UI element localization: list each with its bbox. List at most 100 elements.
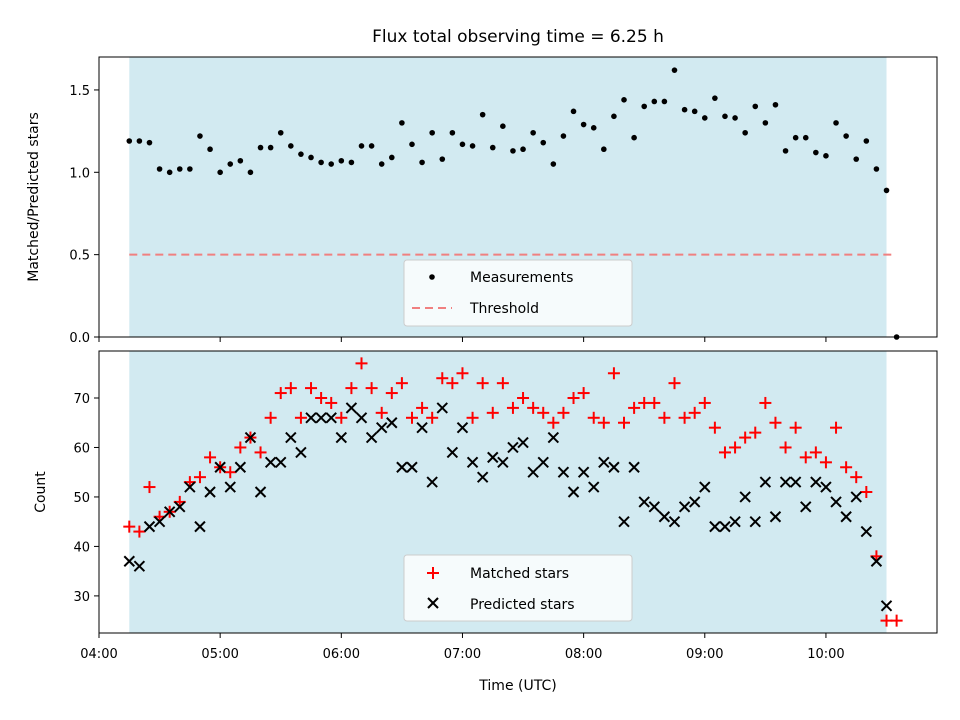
predicted-star-point	[315, 412, 327, 424]
measurement-point	[833, 120, 839, 126]
matched-star-point	[809, 446, 822, 459]
matched-star-point	[204, 451, 217, 464]
measurement-point	[621, 97, 627, 103]
bottom-y-axis-label: Count	[33, 471, 49, 513]
measurement-point	[247, 169, 254, 176]
measurement-point	[146, 139, 153, 146]
measurement-point	[792, 134, 799, 141]
predicted-star-point	[638, 496, 650, 508]
predicted-star-point	[335, 431, 348, 444]
predicted-star-point	[406, 461, 418, 473]
matched-star-point	[486, 406, 499, 419]
measurement-point	[580, 121, 587, 128]
measurement-point	[843, 133, 849, 139]
matched-star-point	[456, 367, 469, 380]
matched-star-point	[446, 377, 459, 390]
predicted-star-point	[547, 431, 560, 444]
matched-star-point	[890, 614, 903, 627]
measurement-point	[752, 103, 759, 110]
measurement-point	[338, 157, 345, 164]
matched-star-point	[799, 451, 812, 464]
measurement-point	[772, 101, 779, 108]
xtick-label-5: 09:00	[686, 647, 723, 662]
predicted-star-point	[204, 486, 216, 498]
matched-star-point	[587, 411, 600, 424]
predicted-star-point	[577, 466, 590, 478]
matched-star-point	[678, 411, 691, 424]
predicted-star-point	[234, 461, 247, 473]
predicted-star-point	[729, 515, 741, 528]
predicted-star-point	[658, 511, 671, 523]
predicted-star-point	[143, 520, 156, 533]
measurement-point	[277, 129, 284, 136]
top-axes-frame	[98, 56, 938, 338]
top-ytick-label-0: 0.0	[69, 331, 90, 346]
predicted-star-point	[699, 481, 711, 493]
measurement-point	[813, 149, 819, 156]
bottom-ytick-label-3: 60	[73, 441, 90, 456]
matched-star-point	[739, 431, 752, 444]
measurement-point	[823, 153, 829, 159]
bottom-ytick-label-4: 70	[73, 392, 90, 407]
predicted-star-point	[224, 481, 236, 493]
measurement-point	[701, 115, 708, 121]
matched-star-point	[264, 411, 277, 424]
matched-star-point	[294, 411, 307, 424]
measurement-point	[681, 106, 688, 113]
predicted-star-point	[789, 476, 802, 488]
top-legend: Measurements Threshold	[403, 259, 633, 327]
measurement-point	[176, 166, 183, 172]
top-ytick-label-1: 0.5	[69, 249, 90, 264]
predicted-star-point	[466, 456, 479, 469]
matched-star-point	[355, 357, 368, 370]
predicted-star-point	[668, 515, 681, 528]
matched-star-point	[506, 401, 519, 414]
matched-star-point	[234, 441, 247, 454]
measurement-point	[419, 159, 425, 166]
measurement-point	[469, 143, 476, 149]
matched-star-point	[405, 411, 418, 424]
matched-star-point	[718, 446, 731, 459]
measurement-point	[560, 133, 567, 139]
predicted-star-point	[416, 421, 428, 434]
predicted-star-point	[850, 491, 862, 503]
legend-label-measurements: Measurements	[470, 270, 573, 286]
measurement-point	[590, 125, 597, 131]
matched-star-point	[537, 406, 550, 419]
matched-star-point	[547, 416, 560, 429]
predicted-star-point	[830, 496, 842, 508]
predicted-star-point	[325, 412, 337, 424]
matched-star-point	[880, 614, 893, 627]
measurement-point	[237, 157, 244, 164]
bottom-panel: 30 40 50 60 70 04:00 05:00 06:00 07:00 08:00 09:0…	[33, 350, 938, 694]
predicted-star-point	[133, 560, 146, 572]
x-axis-label: Time (UTC)	[478, 678, 556, 694]
predicted-star-point	[557, 466, 570, 478]
predicted-star-point	[123, 555, 135, 567]
legend-label-matched: Matched stars	[470, 566, 569, 582]
predicted-star-point	[880, 600, 893, 612]
predicted-star-point	[345, 402, 358, 414]
measurement-point	[267, 144, 274, 151]
predicted-star-point	[820, 481, 832, 493]
measurement-point	[853, 156, 860, 162]
predicted-star-point	[355, 412, 368, 424]
bottom-ytick-label-2: 50	[73, 491, 90, 506]
matched-star-point	[618, 416, 631, 429]
predicted-star-point	[264, 456, 277, 469]
matched-star-point	[597, 416, 610, 429]
predicted-star-point	[709, 520, 721, 533]
matched-star-point	[850, 471, 863, 484]
xtick-label-2: 06:00	[323, 647, 360, 662]
measurement-point	[489, 144, 496, 151]
measurement-point	[863, 138, 870, 144]
measurement-point	[651, 98, 658, 105]
matched-star-point	[527, 401, 540, 414]
matched-star-point	[315, 392, 328, 404]
top-ytick-label-3: 1.5	[69, 84, 90, 99]
measurement-point	[873, 166, 880, 172]
predicted-star-point	[285, 431, 297, 444]
matched-star-point	[840, 461, 853, 474]
measurement-point	[570, 108, 577, 115]
matched-star-point	[779, 441, 792, 454]
